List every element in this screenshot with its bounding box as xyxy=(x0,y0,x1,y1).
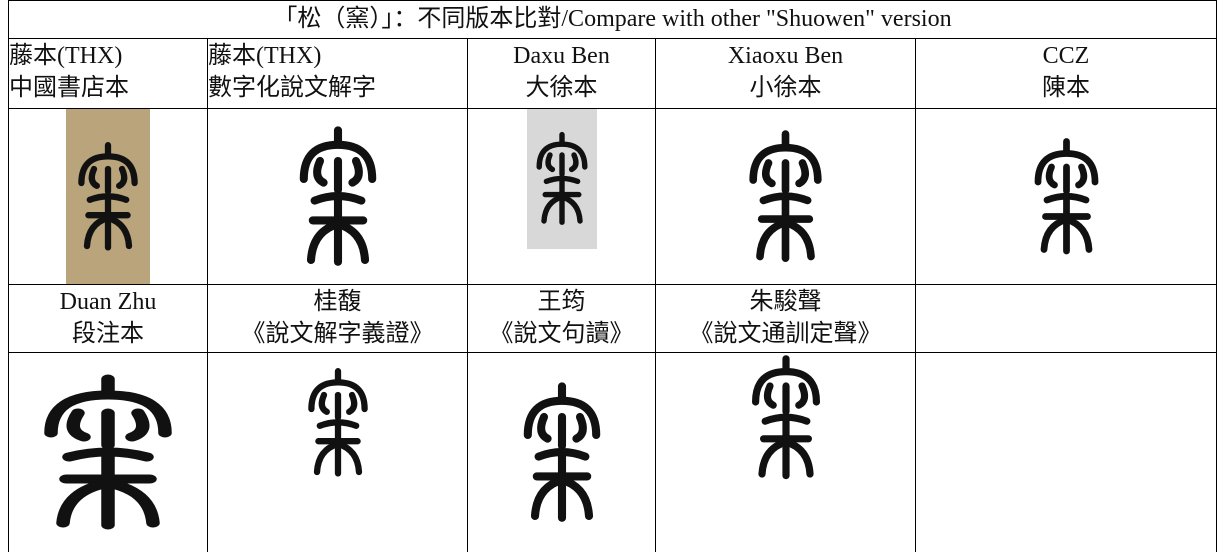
empty-cell xyxy=(915,352,1217,552)
header-line: Duan Zhu xyxy=(59,289,157,315)
header-line: 朱駿聲 xyxy=(749,289,822,315)
image-cell xyxy=(655,108,916,285)
glyph xyxy=(1029,127,1104,267)
header-line: 藤本(THX) xyxy=(208,43,322,69)
header-line: 藤本(THX) xyxy=(9,43,123,69)
header-line: 《說文通訓定聲》 xyxy=(689,321,882,347)
image-cell xyxy=(915,108,1217,285)
header-cell: Duan Zhu 段注本 xyxy=(8,284,208,353)
glyph xyxy=(33,373,183,533)
glyph xyxy=(303,353,373,493)
header-line: 王筠 xyxy=(537,289,586,315)
image-cell xyxy=(8,108,208,285)
header-line: 小徐本 xyxy=(749,75,822,101)
header-line: Daxu Ben xyxy=(513,43,610,69)
header-cell: 朱駿聲《說文通訓定聲》 xyxy=(655,284,916,353)
glyph xyxy=(743,122,828,272)
header-line: 中國書店本 xyxy=(9,75,129,101)
header-line: CCZ xyxy=(1042,43,1090,69)
header-cell: Xiaoxu Ben 小徐本 xyxy=(655,38,916,109)
image-cell xyxy=(8,352,208,552)
header-line: 段注本 xyxy=(72,321,144,347)
header-cell: 桂馥《說文解字義證》 xyxy=(207,284,468,353)
header-line: 數字化說文解字 xyxy=(208,75,376,101)
image-cell xyxy=(207,108,468,285)
image-cell xyxy=(467,352,656,552)
glyph-image xyxy=(526,109,597,249)
header-line: Xiaoxu Ben xyxy=(727,43,844,69)
image-cell xyxy=(655,352,916,552)
image-cell xyxy=(467,108,656,285)
header-cell: Daxu Ben 大徐本 xyxy=(467,38,656,109)
glyph xyxy=(293,117,383,277)
header-cell: CCZ 陳本 xyxy=(915,38,1217,109)
glyph xyxy=(746,353,826,483)
header-line: 陳本 xyxy=(1042,75,1090,101)
header-line: 《說文句讀》 xyxy=(489,321,634,347)
title-cell: 「松（窯）」：不同版本比對/Compare with other "Shuowe… xyxy=(8,0,1217,39)
table-title: 「松（窯）」：不同版本比對/Compare with other "Shuowe… xyxy=(273,6,952,32)
header-cell: 王筠 《說文句讀》 xyxy=(467,284,656,353)
header-cell: 藤本(THX) 數字化說文解字 xyxy=(207,38,468,109)
glyph xyxy=(532,119,592,239)
image-cell xyxy=(207,352,468,552)
header-cell: 藤本(THX) 中國書店本 xyxy=(8,38,208,109)
glyph-image xyxy=(66,108,150,285)
header-line: 《說文解字義證》 xyxy=(241,321,434,347)
glyph xyxy=(517,358,607,548)
header-line: 大徐本 xyxy=(525,75,598,101)
empty-cell xyxy=(915,284,1217,353)
header-line: 桂馥 xyxy=(313,289,362,315)
glyph xyxy=(73,122,143,272)
